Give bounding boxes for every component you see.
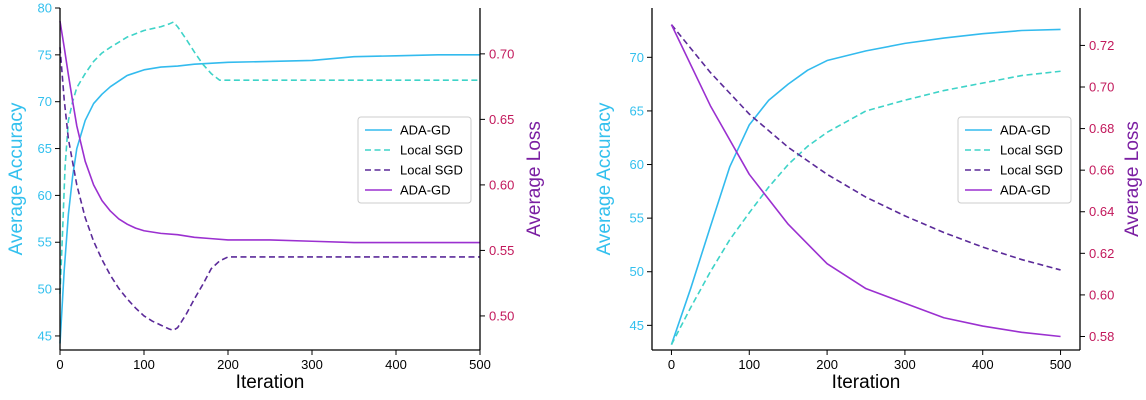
x-tick-label: 200: [816, 357, 838, 372]
series-line-3: [59, 47, 480, 332]
chart-panel-1: 0 100 200 300 400 500 45 50 55 60 65 70 75 80 0.50 0.55…: [6, 1, 545, 394]
legend-entry-label: Local SGD: [1000, 163, 1063, 178]
y-left-axis-title: Average Accuracy: [594, 102, 615, 255]
legend: ADA-GD Local SGD Local SGD ADA-GD: [957, 116, 1072, 204]
legend-entry-label: ADA-GD: [400, 183, 451, 198]
series-line-2: [670, 70, 1061, 346]
x-tick-label: 100: [738, 357, 760, 372]
x-axis-title: Iteration: [236, 372, 305, 393]
y-right-tick-label: 0.65: [489, 112, 514, 127]
legend-box: [357, 116, 472, 204]
y-right-tick-label: 0.50: [489, 308, 514, 323]
legend-entry-label: Local SGD: [400, 143, 463, 158]
y-left-tick-label: 45: [630, 318, 644, 333]
x-tick-label: 500: [469, 357, 491, 372]
y-left-tick-label: 60: [38, 188, 52, 203]
x-tick-label: 300: [301, 357, 323, 372]
x-tick-label: 0: [668, 357, 675, 372]
y-left-tick-label: 70: [38, 94, 52, 109]
y-left-tick-label: 75: [38, 47, 52, 62]
y-right-tick-label: 0.64: [1089, 204, 1114, 219]
series-line-4: [59, 20, 480, 244]
legend-entry-label: Local SGD: [400, 163, 463, 178]
y-right-tick-label: 0.70: [489, 46, 514, 61]
y-right-tick-label: 0.60: [489, 177, 514, 192]
x-tick-label: 500: [1050, 357, 1072, 372]
legend-entry-label: Local SGD: [1000, 143, 1063, 158]
y-right-tick-label: 0.60: [1089, 287, 1114, 302]
x-tick-label: 200: [217, 357, 239, 372]
y-right-tick-label: 0.72: [1089, 38, 1114, 53]
y-left-tick-label: 70: [630, 50, 644, 65]
x-tick-label: 300: [894, 357, 916, 372]
legend-box: [957, 116, 1072, 204]
y-right-tick-label: 0.55: [489, 243, 514, 258]
y-right-tick-label: 0.70: [1089, 80, 1114, 95]
x-tick-label: 100: [133, 357, 155, 372]
y-right-axis-title: Average Loss: [524, 121, 545, 237]
y-left-tick-label: 45: [38, 328, 52, 343]
legend-entry-label: ADA-GD: [1000, 123, 1051, 138]
y-right-tick-label: 0.66: [1089, 163, 1114, 178]
chart-panel-2: 0 100 200 300 400 500 45 50 55 60 65 70 0.58 0.60 0.62…: [594, 8, 1143, 393]
series-line-4: [670, 24, 1061, 338]
series-line-3: [670, 24, 1061, 271]
y-right-tick-label: 0.68: [1089, 121, 1114, 136]
y-left-tick-label: 65: [38, 141, 52, 156]
series-line-1: [59, 54, 480, 344]
y-left-tick-label: 60: [630, 157, 644, 172]
legend-entry-label: ADA-GD: [1000, 183, 1051, 198]
series-line-1: [670, 28, 1061, 345]
y-right-tick-label: 0.62: [1089, 246, 1114, 261]
y-right-axis-title: Average Loss: [1122, 121, 1143, 237]
x-tick-label: 0: [56, 357, 63, 372]
y-left-tick-label: 80: [38, 1, 52, 16]
y-left-tick-label: 55: [38, 235, 52, 250]
x-tick-label: 400: [385, 357, 407, 372]
y-left-tick-label: 50: [38, 282, 52, 297]
y-left-tick-label: 55: [630, 211, 644, 226]
x-axis-title: Iteration: [832, 372, 901, 393]
y-left-tick-label: 50: [630, 264, 644, 279]
y-left-tick-label: 65: [630, 103, 644, 118]
x-tick-label: 400: [972, 357, 994, 372]
legend-entry-label: ADA-GD: [400, 123, 451, 138]
y-right-tick-label: 0.58: [1089, 329, 1114, 344]
y-left-axis-title: Average Accuracy: [6, 102, 27, 255]
legend: ADA-GD Local SGD Local SGD ADA-GD: [357, 116, 472, 204]
